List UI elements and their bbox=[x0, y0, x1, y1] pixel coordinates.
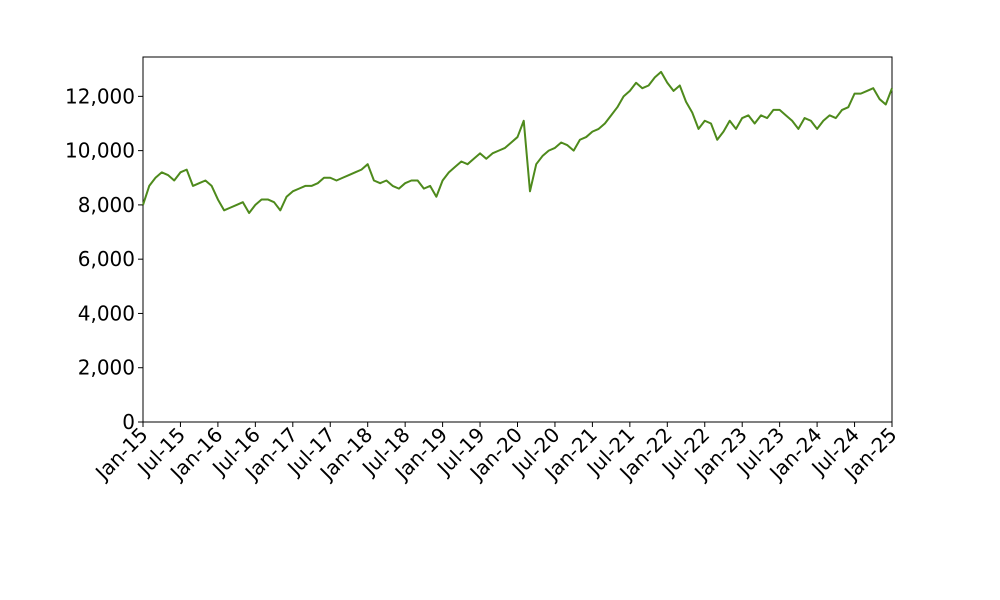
y-tick-label: 6,000 bbox=[78, 247, 135, 271]
y-tick-label: 12,000 bbox=[65, 84, 135, 108]
y-tick-label: 10,000 bbox=[65, 139, 135, 163]
y-tick-label: 0 bbox=[122, 410, 135, 434]
y-tick-label: 4,000 bbox=[78, 301, 135, 325]
y-tick-label: 2,000 bbox=[78, 356, 135, 380]
line-series bbox=[142, 70, 893, 215]
y-tick-label: 8,000 bbox=[78, 193, 135, 217]
plot-frame bbox=[142, 56, 893, 423]
